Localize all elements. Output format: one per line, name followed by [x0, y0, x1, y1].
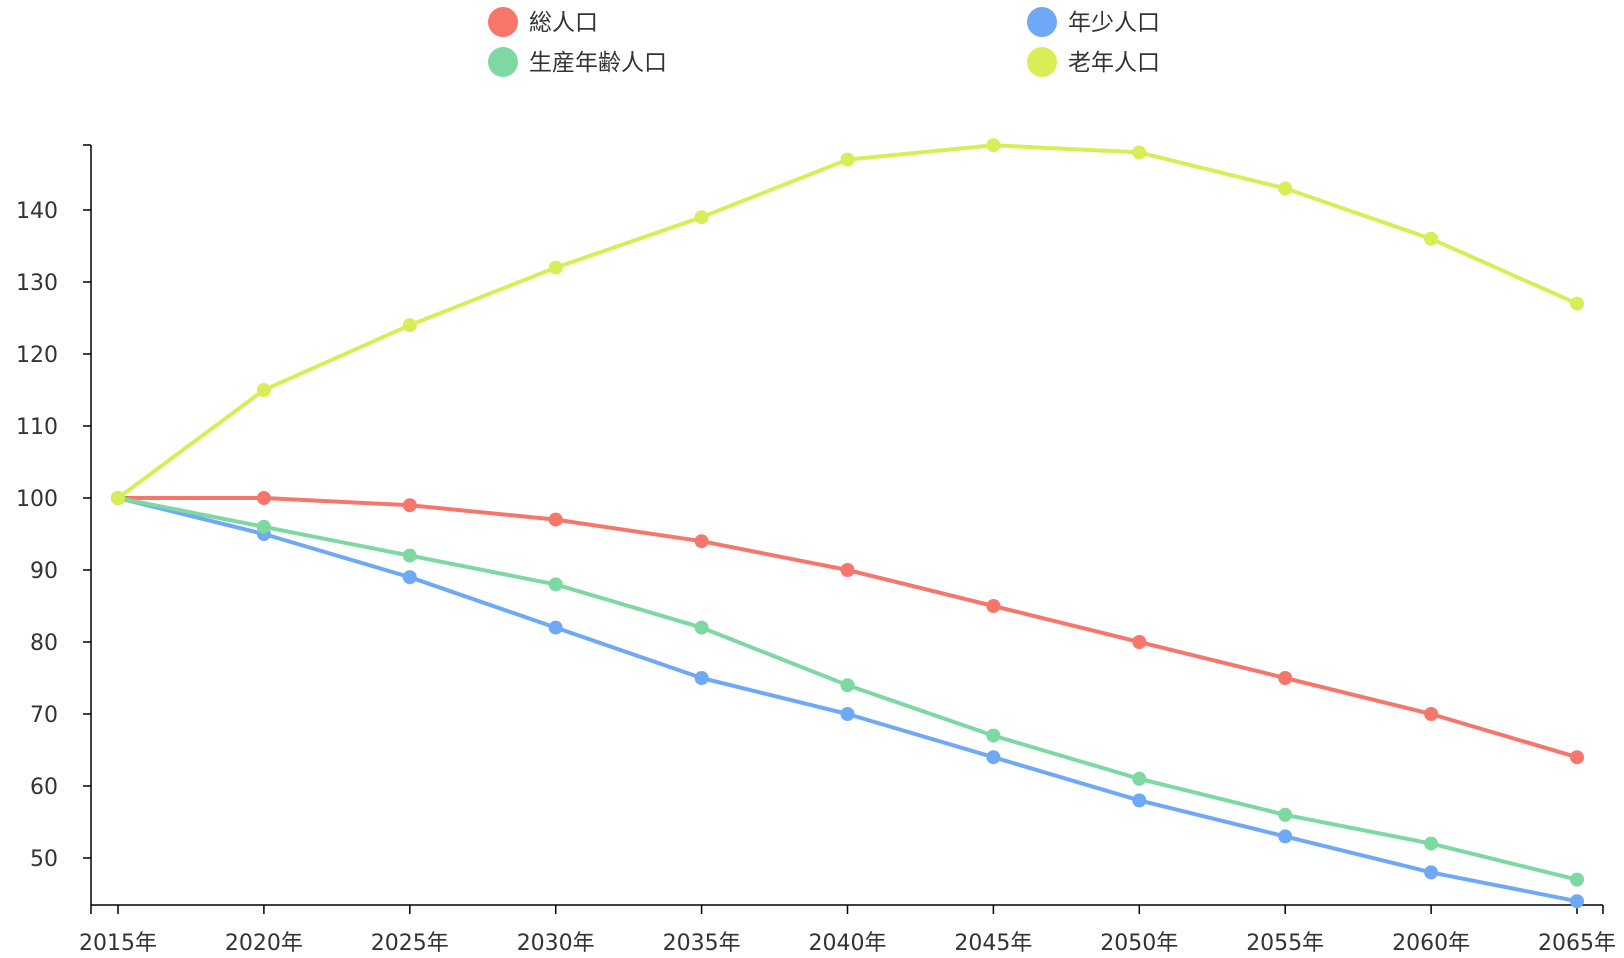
data-point: [402, 498, 417, 513]
legend-swatch: [1027, 47, 1057, 77]
data-point: [986, 728, 1001, 743]
legend-item: 総人口: [488, 7, 598, 37]
legend-label: 総人口: [529, 10, 598, 36]
data-point: [1132, 145, 1147, 160]
x-tick-label: 2030年: [517, 931, 595, 954]
data-point: [986, 138, 1001, 153]
x-tick-label: 2060年: [1392, 931, 1470, 954]
series-0: [111, 491, 1584, 765]
data-point: [1424, 707, 1439, 721]
data-point: [694, 671, 709, 685]
legend-label: 年少人口: [1068, 10, 1160, 36]
data-point: [1278, 807, 1293, 822]
x-tick-label: 2035年: [663, 931, 741, 954]
data-point: [1132, 771, 1147, 786]
data-point: [1132, 635, 1147, 649]
data-point: [1570, 296, 1584, 311]
y-tick-label: 120: [16, 343, 58, 368]
data-point: [1278, 181, 1293, 196]
data-point: [1278, 671, 1293, 685]
y-axis: 50 60 70 80 90 100 110 120 130 140: [16, 144, 92, 905]
data-point: [402, 570, 417, 585]
x-tick-label: 2055年: [1246, 931, 1324, 954]
legend-swatch: [488, 47, 518, 77]
data-point: [694, 620, 709, 635]
series-line-1: [116, 496, 1579, 904]
y-tick-label: 100: [16, 487, 58, 512]
data-point: [548, 577, 563, 592]
legend-item: 生産年齢人口: [488, 47, 667, 77]
data-point: [1424, 836, 1439, 851]
data-point: [402, 548, 417, 563]
x-tick-label: 2025年: [371, 931, 449, 954]
data-point: [548, 512, 563, 527]
y-tick-label: 60: [30, 775, 58, 800]
legend-item: 老年人口: [1027, 47, 1160, 77]
x-tick-label: 2065年: [1538, 931, 1616, 954]
y-tick-label: 80: [30, 631, 58, 656]
data-point: [548, 260, 563, 275]
data-point: [1132, 793, 1147, 808]
x-tick-label: 2050年: [1100, 931, 1178, 954]
series-2: [111, 491, 1584, 887]
data-point: [986, 750, 1001, 765]
data-point: [840, 152, 855, 167]
data-point: [402, 318, 417, 333]
data-point: [1278, 829, 1293, 844]
data-point: [1570, 872, 1584, 887]
data-point: [694, 210, 709, 225]
data-point: [694, 534, 709, 549]
y-tick-label: 140: [16, 199, 58, 224]
data-point: [986, 599, 1001, 613]
series-layer: [111, 138, 1584, 909]
data-point: [840, 563, 855, 577]
y-tick-label: 110: [16, 415, 58, 440]
data-point: [548, 620, 563, 635]
series-1: [111, 491, 1584, 909]
data-point: [840, 678, 855, 693]
data-point: [1570, 894, 1584, 909]
series-3: [111, 138, 1584, 505]
data-point: [1424, 865, 1439, 880]
data-point: [256, 383, 271, 397]
x-tick-label: 2020年: [225, 931, 303, 954]
x-tick-label: 2015年: [79, 931, 157, 954]
y-tick-label: 50: [30, 847, 58, 872]
data-point: [1570, 750, 1584, 765]
data-point: [1424, 231, 1439, 246]
x-tick-label: 2040年: [809, 931, 887, 954]
data-point: [840, 707, 855, 721]
series-line-3: [116, 143, 1579, 500]
y-tick-label: 130: [16, 271, 58, 296]
data-point: [256, 519, 271, 534]
x-axis: 2015年 2020年 2025年 2030年 2035年 2040年 2045年 2050年…: [79, 904, 1616, 956]
legend-item: 年少人口: [1027, 7, 1160, 37]
y-tick-label: 90: [30, 559, 58, 584]
legend-swatch: [488, 7, 518, 37]
data-point: [256, 491, 271, 505]
x-tick-label: 2045年: [954, 931, 1032, 954]
legend-label: 生産年齢人口: [529, 50, 667, 76]
y-tick-label: 70: [30, 703, 58, 728]
data-point: [111, 491, 125, 505]
legend-swatch: [1027, 7, 1057, 37]
legend-label: 老年人口: [1068, 50, 1160, 76]
